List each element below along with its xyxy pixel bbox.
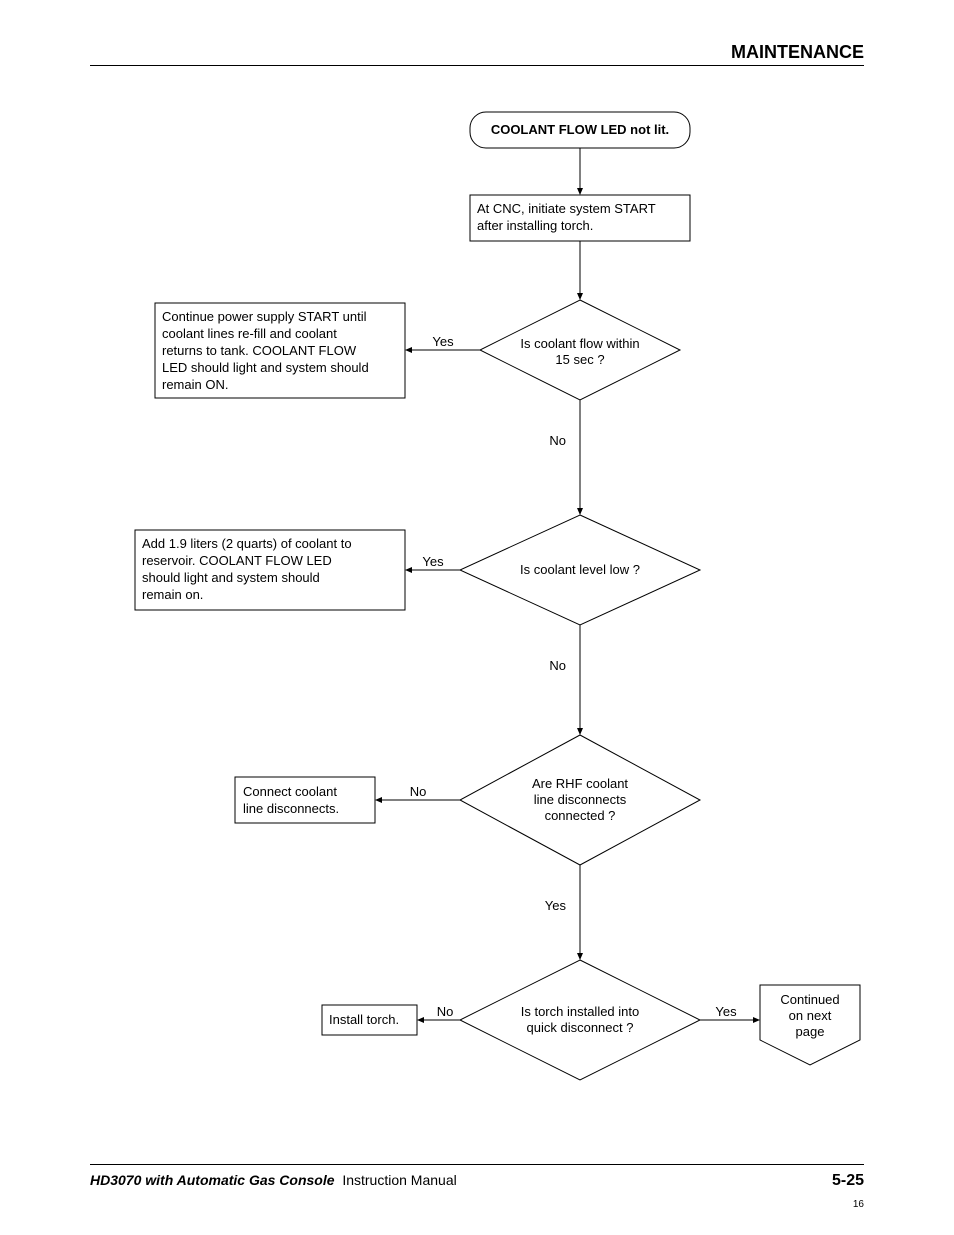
node-r2-line1: reservoir. COOLANT FLOW LED	[142, 553, 332, 568]
node-r2-line3: remain on.	[142, 587, 203, 602]
troubleshooting-flowchart: COOLANT FLOW LED not lit. At CNC, initia…	[90, 100, 864, 1150]
node-off-line2: page	[796, 1024, 825, 1039]
node-d1-line1: 15 sec ?	[555, 352, 604, 367]
edge-d4-r4-label: No	[437, 1004, 454, 1019]
node-off-line0: Continued	[780, 992, 839, 1007]
node-d2-line0: Is coolant level low ?	[520, 562, 640, 577]
node-d1-line0: Is coolant flow within	[520, 336, 639, 351]
node-n1-line1: after installing torch.	[477, 218, 593, 233]
header-rule	[90, 65, 864, 66]
node-r3-line1: line disconnects.	[243, 801, 339, 816]
edge-d3-r3-label: No	[410, 784, 427, 799]
footer-rule	[90, 1164, 864, 1165]
footer-left: HD3070 with Automatic Gas Console Instru…	[90, 1172, 457, 1188]
footer-doc: Instruction Manual	[342, 1172, 456, 1188]
footer-page-number: 5-25	[832, 1172, 864, 1190]
edge-d3-d4-label: Yes	[545, 898, 567, 913]
node-r2-line2: should light and system should	[142, 570, 320, 585]
node-r1-line2: returns to tank. COOLANT FLOW	[162, 343, 357, 358]
footer-subpage: 16	[853, 1199, 864, 1210]
page-header-title: MAINTENANCE	[731, 42, 864, 63]
node-d4-line0: Is torch installed into	[521, 1004, 640, 1019]
node-d3-line2: connected ?	[545, 808, 616, 823]
edge-d2-d3-label: No	[549, 658, 566, 673]
node-off-line1: on next	[789, 1008, 832, 1023]
node-r3-line0: Connect coolant	[243, 784, 337, 799]
page-footer: HD3070 with Automatic Gas Console Instru…	[90, 1172, 864, 1190]
node-r1-line4: remain ON.	[162, 377, 228, 392]
node-d3-line1: line disconnects	[534, 792, 627, 807]
node-r1-line1: coolant lines re-fill and coolant	[162, 326, 337, 341]
edge-d1-d2-label: No	[549, 433, 566, 448]
edge-d4-off-label: Yes	[715, 1004, 737, 1019]
node-r2-line0: Add 1.9 liters (2 quarts) of coolant to	[142, 536, 352, 551]
footer-product: HD3070 with Automatic Gas Console	[90, 1172, 335, 1188]
node-r1-line3: LED should light and system should	[162, 360, 369, 375]
node-n1-line0: At CNC, initiate system START	[477, 201, 656, 216]
edge-d2-r2-label: Yes	[422, 554, 444, 569]
node-r4-line0: Install torch.	[329, 1012, 399, 1027]
node-r1-line0: Continue power supply START until	[162, 309, 367, 324]
node-d3-line0: Are RHF coolant	[532, 776, 628, 791]
edge-d1-r1-label: Yes	[432, 334, 454, 349]
node-d4-line1: quick disconnect ?	[527, 1020, 634, 1035]
manual-page: MAINTENANCE COOLANT FLOW LED not lit. At…	[0, 0, 954, 1235]
node-start-text: COOLANT FLOW LED not lit.	[491, 122, 669, 137]
